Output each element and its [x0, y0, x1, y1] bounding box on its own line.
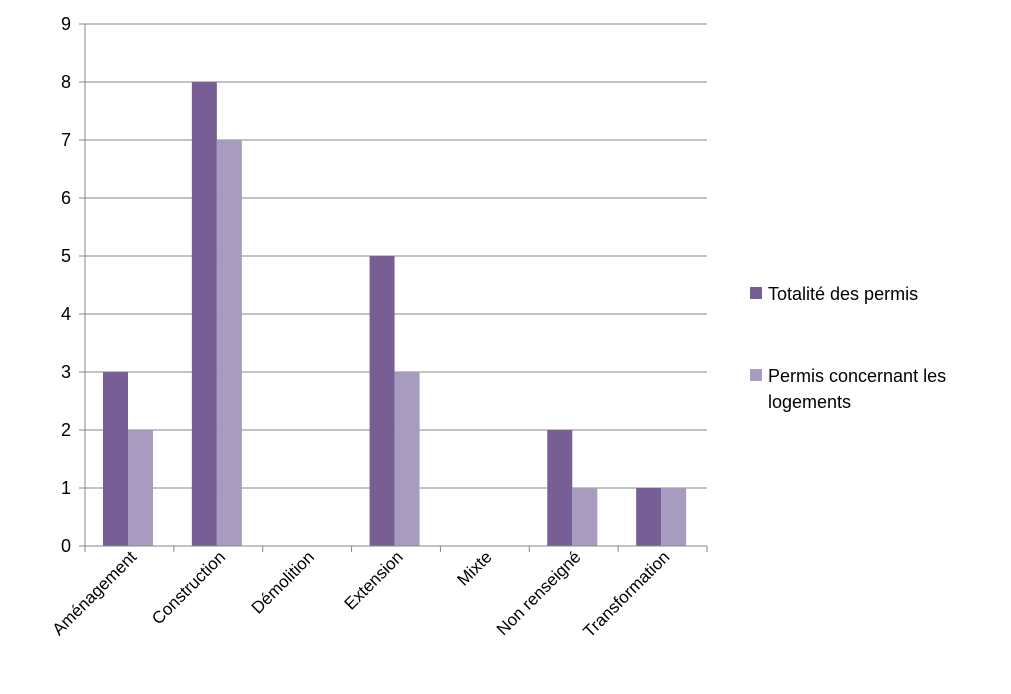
y-tick-label: 2	[61, 420, 71, 440]
bar	[103, 372, 128, 546]
x-tick-label: Mixte	[454, 547, 496, 589]
bar	[369, 256, 395, 546]
bar	[636, 488, 662, 546]
x-tick-label: Démolition	[248, 547, 318, 617]
x-tick-label: Transformation	[580, 547, 674, 641]
bar	[547, 430, 573, 546]
axes	[84, 24, 707, 547]
y-tick-label: 7	[61, 130, 71, 150]
y-tick-label: 5	[61, 246, 71, 266]
legend-swatch	[750, 369, 762, 381]
y-tick-label: 1	[61, 478, 71, 498]
legend-swatch	[750, 287, 762, 299]
y-tick-label: 9	[61, 14, 71, 34]
x-axis-ticks: Aménagement Construction Démolition Extensi…	[49, 546, 708, 641]
legend-label: Totalité des permis	[768, 284, 918, 304]
bar	[394, 372, 420, 546]
gridlines	[85, 23, 707, 489]
y-tick-label: 0	[61, 536, 71, 556]
x-tick-label: Aménagement	[49, 547, 141, 639]
x-tick-label: Non renseigné	[493, 547, 585, 639]
bar	[216, 140, 242, 546]
bars	[103, 82, 687, 546]
x-tick-label: Extension	[341, 547, 407, 613]
y-tick-label: 4	[61, 304, 71, 324]
y-tick-label: 3	[61, 362, 71, 382]
y-axis-ticks: 0 1 2 3 4 5 6 7 8 9	[61, 14, 85, 556]
bar	[128, 430, 153, 546]
bar	[661, 488, 687, 546]
bar	[572, 488, 598, 546]
bar	[191, 82, 217, 546]
legend: Totalité des permis Permis concernant les…	[750, 284, 946, 412]
y-tick-label: 6	[61, 188, 71, 208]
x-tick-label: Construction	[148, 547, 229, 628]
legend-label: Permis concernant les logements	[768, 366, 946, 412]
y-tick-label: 8	[61, 72, 71, 92]
